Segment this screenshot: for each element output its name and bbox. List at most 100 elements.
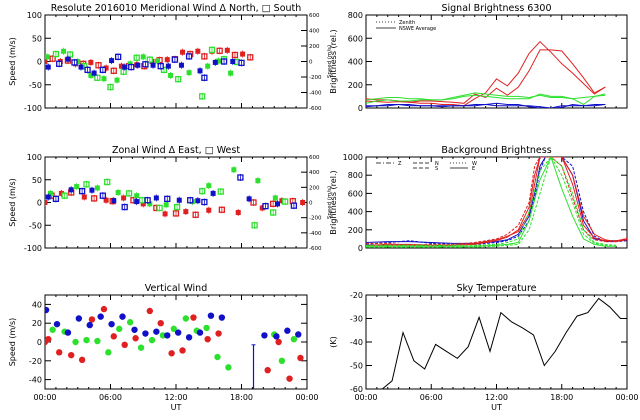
- plot-area: [45, 46, 254, 100]
- data-point: [148, 336, 156, 344]
- data-point: [88, 316, 96, 323]
- data-point: [164, 332, 171, 339]
- chart-meridional: Resolute 2016010 Meridional Wind Δ North…: [8, 3, 333, 113]
- y-axis-label: Speed (m/s): [8, 178, 17, 227]
- y-tick-label: 600: [348, 189, 363, 198]
- x-tick-label: 12:00: [164, 393, 187, 402]
- y-tick-label: -40: [29, 376, 42, 385]
- right-y-tick-label: 0: [309, 60, 313, 66]
- series-red: [45, 305, 304, 382]
- y-tick-label: -40: [350, 338, 363, 347]
- x-tick-label: 00:00: [295, 393, 318, 402]
- series-line-green-2: [366, 93, 606, 106]
- right-y-tick-label: -600: [309, 246, 322, 252]
- right-y-tick-label: -200: [309, 75, 322, 81]
- y-tick-label: -60: [350, 385, 363, 394]
- series-blue: [45, 52, 245, 82]
- chart-vertical: Vertical Wind -40 -20 0 20 40 00:00 06:00 12:00 1…: [8, 283, 319, 412]
- series-line-green-3: [366, 157, 617, 246]
- data-point: [45, 335, 52, 343]
- series-green: [45, 46, 241, 100]
- y-tick-label: 0: [37, 199, 42, 208]
- data-point: [182, 315, 190, 322]
- y-tick-label: -20: [29, 357, 42, 366]
- x-tick-label: 18:00: [230, 393, 253, 402]
- chart-title: Zonal Wind Δ East, □ West: [112, 145, 240, 156]
- data-point: [110, 333, 117, 340]
- data-point: [142, 330, 149, 337]
- data-point: [214, 353, 221, 361]
- data-point: [297, 354, 304, 362]
- right-y-tick-label: 200: [309, 185, 320, 191]
- series-line-sky-temperature: [381, 297, 627, 389]
- right-y-tick-label: -200: [309, 216, 322, 222]
- y-tick-label: -100: [24, 104, 42, 113]
- y-tick-label: 20: [32, 319, 42, 328]
- y-tick-label: -100: [24, 244, 42, 253]
- data-point: [290, 335, 298, 343]
- chart-signal: Signal Brightness 6300 0 200 400 600 800 Brigh…: [329, 3, 628, 113]
- data-point: [64, 329, 72, 336]
- data-point: [45, 200, 48, 205]
- y-tick-label: 400: [348, 208, 363, 217]
- data-point: [204, 335, 211, 343]
- series-line-blue-2: [366, 157, 627, 245]
- right-y-tick-label: 400: [309, 29, 320, 35]
- y-tick-label: 200: [348, 226, 363, 235]
- plot-area: [45, 305, 304, 389]
- x-tick-label: 06:00: [420, 393, 443, 402]
- data-point: [190, 314, 197, 321]
- y-axis-label: Brightness (rel.): [329, 29, 338, 93]
- series-line-green-1: [366, 92, 606, 101]
- data-point: [68, 351, 75, 359]
- legend-label: S: [435, 166, 438, 172]
- chart-skytemp: Sky Temperature -60 -50 -40 -30 -20 00:00 06:00…: [329, 283, 639, 412]
- data-point: [45, 306, 50, 314]
- data-point: [121, 341, 128, 349]
- right-y-tick-label: -600: [309, 106, 322, 112]
- x-tick-label: 12:00: [485, 393, 508, 402]
- series-line-red-3: [366, 157, 627, 247]
- data-point: [86, 321, 93, 329]
- data-point: [75, 315, 83, 322]
- data-point: [168, 350, 175, 357]
- plot-area: [45, 166, 306, 229]
- x-tick-label: 00:00: [33, 393, 56, 402]
- data-point: [126, 319, 134, 326]
- chart-background: Background Brightness 0 200 400 600 800 1000 Br…: [329, 145, 628, 253]
- y-tick-label: -50: [29, 81, 42, 90]
- series-line-red-2: [366, 49, 606, 104]
- data-point: [179, 347, 186, 354]
- data-point: [108, 320, 115, 328]
- y-tick-label: 50: [32, 176, 42, 185]
- x-tick-label: 18:00: [550, 393, 573, 402]
- data-point: [275, 338, 282, 346]
- data-point: [286, 375, 293, 382]
- y-axis-label: Speed (m/s): [8, 318, 17, 367]
- data-point: [132, 335, 139, 342]
- legend-label: NSWE Average: [399, 26, 436, 32]
- y-tick-label: 0: [37, 338, 42, 347]
- chart-title: Sky Temperature: [456, 283, 536, 294]
- x-tick-label: 00:00: [615, 393, 638, 402]
- x-tick-label: 06:00: [99, 393, 122, 402]
- right-y-tick-label: -400: [309, 231, 322, 237]
- y-tick-label: 200: [348, 81, 363, 90]
- legend-label: Zenith: [399, 20, 415, 26]
- plot-frame: [44, 156, 308, 249]
- data-point: [97, 313, 104, 320]
- right-y-tick-label: -400: [309, 91, 322, 97]
- data-point: [137, 344, 145, 351]
- chart-title: Background Brightness: [441, 145, 551, 156]
- data-point: [119, 313, 126, 320]
- x-axis-label: UT: [171, 403, 182, 412]
- y-tick-label: 0: [358, 244, 363, 253]
- data-point: [153, 328, 160, 335]
- legend-label: N: [435, 161, 439, 167]
- data-point: [207, 312, 215, 319]
- data-point: [225, 364, 232, 371]
- legend-label: W: [472, 161, 477, 167]
- data-point: [72, 338, 79, 346]
